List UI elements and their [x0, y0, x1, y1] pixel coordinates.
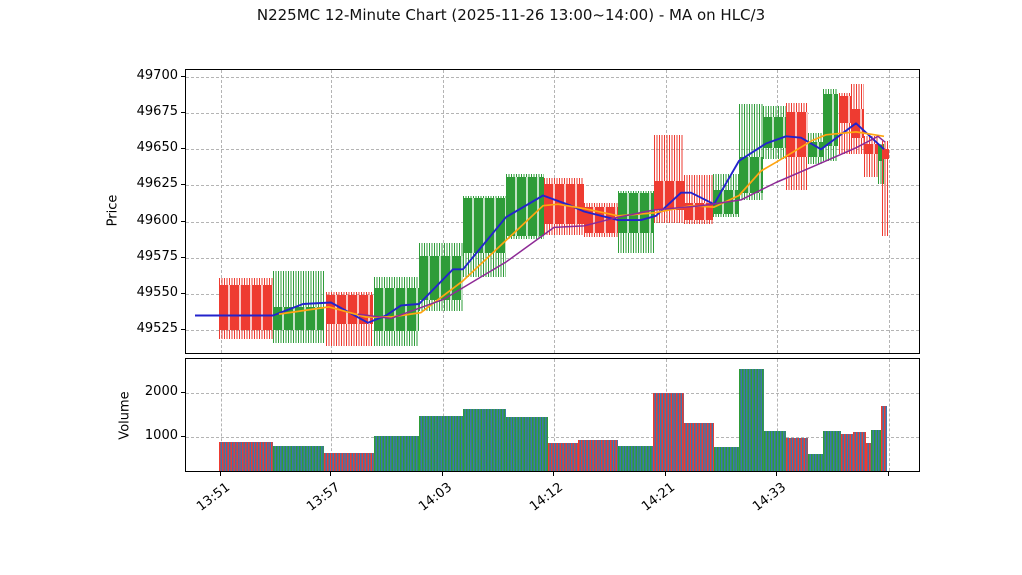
volume-bar — [764, 430, 786, 471]
price-tick-mark — [181, 220, 185, 222]
time-tick-label: 14:33 — [750, 480, 790, 515]
gridline-horizontal — [186, 77, 919, 78]
volume-bar — [578, 440, 618, 471]
volume-bar — [841, 434, 853, 471]
candle-body — [684, 202, 713, 221]
candle-body — [882, 149, 889, 160]
candle-body — [839, 95, 851, 124]
candle-body — [808, 142, 823, 157]
volume-bar — [714, 446, 739, 471]
candle-body — [713, 189, 739, 215]
gridline-horizontal — [186, 257, 919, 259]
volume-tick-label: 1000 — [144, 427, 178, 443]
price-tick-mark — [181, 292, 185, 294]
price-tick-mark — [181, 328, 185, 330]
price-tick-label: 49700 — [136, 68, 178, 83]
volume-bar — [653, 392, 684, 471]
price-tick-label: 49625 — [136, 176, 178, 192]
volume-tick-mark — [181, 435, 185, 437]
time-tick-mark — [442, 472, 443, 476]
volume-bar — [786, 437, 808, 471]
candle-body — [463, 198, 506, 254]
candle-body — [864, 143, 878, 154]
candle-body — [618, 192, 654, 234]
candle-body — [739, 156, 763, 193]
candle-body — [786, 111, 808, 157]
volume-bar — [684, 423, 714, 471]
volume-tick-label: 2000 — [144, 383, 178, 399]
price-tick-label: 49575 — [136, 248, 178, 264]
volume-bar — [548, 442, 578, 471]
volume-bar — [463, 409, 506, 471]
candle-body — [851, 108, 864, 138]
time-tick-mark — [553, 472, 554, 476]
candle-wick — [864, 136, 878, 177]
volume-bar — [881, 405, 887, 471]
gridline-horizontal — [186, 392, 919, 394]
price-tick-label: 49675 — [136, 104, 178, 120]
price-tick-mark — [181, 184, 185, 186]
candle-body — [763, 117, 786, 148]
candle-body — [273, 306, 324, 330]
price-tick-mark — [181, 112, 185, 114]
price-tick-label: 49525 — [136, 320, 178, 336]
time-tick-label: 14:12 — [527, 480, 567, 515]
price-tick-label: 49600 — [136, 212, 178, 228]
gridline-vertical — [443, 359, 444, 471]
volume-bar — [853, 431, 866, 471]
volume-bar — [871, 429, 881, 471]
price-tick-label: 49550 — [136, 284, 178, 300]
time-tick-label: 14:21 — [639, 480, 679, 515]
candle-body — [654, 181, 684, 210]
time-tick-mark — [220, 472, 221, 476]
volume-bar — [618, 445, 653, 471]
chart-title: N225MC 12-Minute Chart (2025-11-26 13:00… — [256, 6, 766, 24]
gridline-horizontal — [186, 113, 919, 115]
price-tick-mark — [181, 76, 185, 77]
candle-body — [219, 285, 273, 330]
volume-bar — [739, 368, 764, 471]
candle-body — [326, 295, 373, 325]
time-tick-mark — [776, 472, 777, 476]
volume-panel — [185, 358, 920, 472]
time-tick-mark — [330, 472, 331, 476]
time-tick-mark — [665, 472, 666, 476]
volume-bar — [324, 453, 374, 471]
gridline-vertical — [554, 359, 555, 471]
volume-bar — [419, 416, 463, 471]
gridline-vertical — [777, 359, 778, 471]
candle-body — [506, 176, 544, 237]
candle-wick — [882, 140, 889, 237]
candle-body — [584, 207, 618, 234]
time-tick-label: 14:03 — [416, 480, 456, 515]
volume-bar — [374, 436, 419, 471]
time-tick-label: 13:57 — [304, 480, 344, 515]
gridline-horizontal — [186, 329, 919, 331]
gridline-vertical — [331, 359, 332, 471]
time-tick-mark — [888, 472, 889, 476]
candle-body — [374, 288, 419, 332]
price-tick-label: 49650 — [136, 140, 178, 156]
candle-body — [419, 256, 463, 300]
gridline-vertical — [889, 70, 890, 353]
volume-bar — [866, 442, 871, 471]
volume-bar — [823, 430, 841, 471]
price-tick-mark — [181, 256, 185, 258]
volume-tick-mark — [181, 391, 185, 393]
candle-body — [823, 94, 838, 147]
volume-bar — [219, 441, 273, 471]
gridline-vertical — [889, 359, 890, 471]
volume-bar — [808, 453, 823, 471]
gridline-vertical — [221, 359, 222, 471]
price-panel — [185, 69, 920, 354]
time-tick-label: 13:51 — [194, 480, 234, 515]
price-tick-mark — [181, 148, 185, 150]
volume-bar — [506, 416, 548, 471]
candle-body — [544, 183, 584, 225]
gridline-horizontal — [186, 436, 919, 438]
volume-bar — [273, 445, 324, 471]
